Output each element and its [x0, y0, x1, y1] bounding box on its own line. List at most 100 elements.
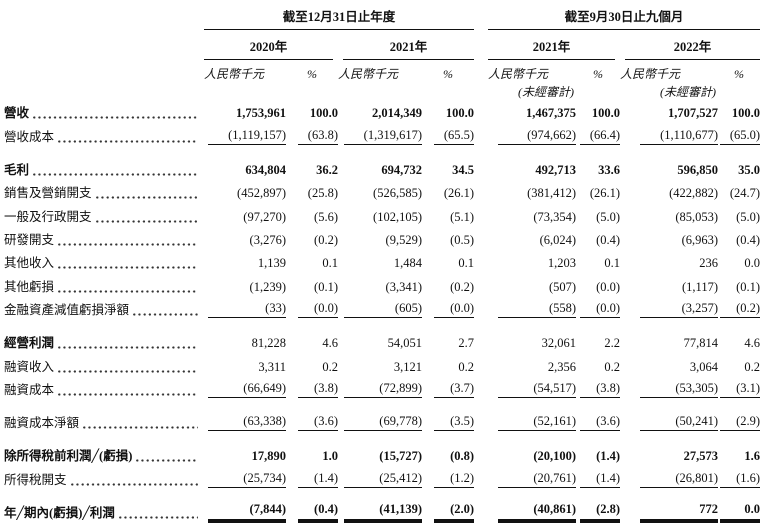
percent-value: (3.5)	[434, 414, 475, 432]
percent-value: (3.8)	[580, 381, 621, 398]
percent-label: %	[593, 67, 604, 81]
amount-value: 54,051	[387, 336, 422, 351]
group-gap	[474, 353, 488, 376]
percent-cell: 4.6	[286, 320, 338, 353]
dot-leader	[58, 266, 198, 270]
percent-label: %	[734, 67, 745, 81]
percent-cell: (66.4)	[576, 123, 621, 146]
amount-value: (558)	[498, 301, 577, 318]
percent-cell: (0.5)	[422, 227, 474, 250]
table-row: 營收 1,753,961 100.0 2,014,349 100.0 1,467,375 1…	[4, 100, 760, 123]
row-label: 一般及行政開支	[4, 209, 92, 224]
dot-leader	[58, 289, 198, 293]
percent-value: 0.2	[744, 359, 761, 374]
dot-leader	[58, 346, 198, 350]
percent-value: 4.6	[322, 336, 338, 351]
amount-value: (25,412)	[344, 471, 422, 488]
amount-value: (85,053)	[675, 209, 719, 224]
row-label-cell: 營收成本	[4, 123, 204, 146]
dot-leader	[70, 482, 198, 486]
dot-leader	[58, 139, 198, 143]
table-row: 銷售及營銷開支 (452,897) (25.8) (526,585) (26.1) (38…	[4, 180, 760, 203]
percent-cell: (3.8)	[576, 377, 621, 400]
amount-cell: 1,753,961	[204, 100, 286, 123]
percent-cell: 0.1	[286, 250, 338, 273]
table-row: 融資成本 (66,649) (3.8) (72,899) (3.7) (54,517) (3…	[4, 377, 761, 400]
amount-value: 1,139	[257, 256, 286, 271]
percent-value: (0.2)	[450, 279, 475, 294]
percent-value: 100.0	[309, 106, 338, 121]
amount-value: (1,110,677)	[640, 128, 719, 145]
percent-cell: 0.0	[718, 250, 760, 273]
period-group-title-9m: 截至9月30日止九個月	[488, 6, 761, 30]
percent-cell: 34.5	[422, 147, 474, 180]
percent-value: (3.6)	[298, 414, 338, 432]
percent-cell: (26.1)	[576, 180, 620, 203]
dot-leader	[33, 116, 198, 120]
amount-value: 772	[640, 502, 719, 523]
row-label-cell: 除所得稅前利潤╱(虧損)	[4, 433, 204, 466]
percent-cell: (65.0)	[718, 123, 761, 146]
dot-leader	[133, 313, 198, 316]
dot-leader	[95, 219, 198, 223]
amount-cell: (452,897)	[204, 180, 286, 203]
amount-cell: (85,053)	[620, 203, 718, 226]
row-label: 研發開支	[4, 232, 55, 247]
percent-cell: (1.4)	[576, 467, 621, 490]
percent-cell: (0.0)	[576, 273, 620, 296]
amount-cell: (66,649)	[204, 377, 286, 400]
percent-value: (0.2)	[314, 232, 338, 247]
percent-cell: (0.4)	[718, 227, 760, 250]
group-gap	[474, 273, 488, 296]
amount-cell: 2,356	[488, 353, 576, 376]
percent-value: (1.4)	[596, 449, 621, 464]
row-label-cell: 經營利潤	[4, 320, 204, 353]
dot-leader	[83, 426, 198, 430]
percent-value: 0.0	[744, 256, 761, 271]
amount-cell: 1,707,527	[620, 100, 718, 123]
amount-value: (422,882)	[669, 186, 719, 201]
percent-label: %	[443, 67, 453, 81]
amount-value: 77,814	[683, 336, 719, 351]
amount-value: (3,341)	[385, 279, 422, 294]
amount-cell: (1,110,677)	[620, 123, 719, 146]
percent-value: 0.2	[604, 359, 621, 374]
percent-value: (3.7)	[434, 381, 475, 398]
amount-value: 492,713	[535, 162, 577, 177]
percent-value: (0.4)	[736, 232, 761, 247]
row-label: 年╱期內(虧損)╱利潤	[4, 505, 115, 520]
percent-value: 100.0	[591, 106, 621, 121]
year-header-2021-9m: 2021年	[488, 30, 616, 60]
amount-cell: 634,804	[204, 147, 286, 180]
percent-cell: (1.6)	[718, 467, 761, 490]
percent-value: (26.1)	[443, 186, 475, 201]
row-label-cell: 銷售及營銷開支	[4, 180, 204, 203]
percent-cell: (2.9)	[718, 400, 761, 433]
percent-value: (0.4)	[298, 502, 338, 523]
percent-value: (65.5)	[434, 128, 475, 145]
percent-value: (0.8)	[450, 449, 475, 464]
percent-value: 2.7	[458, 336, 475, 351]
table-row: 其他虧損 (1,239) (0.1) (3,341) (0.2) (507) (0.0) (1…	[4, 273, 760, 296]
percent-cell: (3.7)	[422, 377, 475, 400]
percent-value: (5.6)	[314, 209, 338, 224]
amount-cell: 3,121	[338, 353, 422, 376]
amount-value: (526,585)	[373, 186, 422, 201]
amount-cell: (9,529)	[338, 227, 422, 250]
amount-value: (452,897)	[237, 186, 286, 201]
group-gap	[474, 227, 488, 250]
amount-cell: 54,051	[338, 320, 422, 353]
amount-value: (3,276)	[249, 232, 286, 247]
amount-value: 27,573	[683, 449, 719, 464]
percent-cell: (0.0)	[286, 297, 338, 320]
group-gap	[474, 203, 488, 226]
group-gap	[474, 377, 488, 400]
amount-cell: (40,861)	[488, 490, 577, 523]
amount-cell: (507)	[488, 273, 576, 296]
amount-cell: (1,119,157)	[204, 123, 286, 146]
row-label-cell: 其他收入	[4, 250, 204, 273]
unit-header-row: 人民幣千元 % 人民幣千元 % 人民幣千元 % 人民幣千元 %	[4, 60, 760, 83]
percent-cell: (0.2)	[718, 297, 761, 320]
amount-cell: 236	[620, 250, 718, 273]
